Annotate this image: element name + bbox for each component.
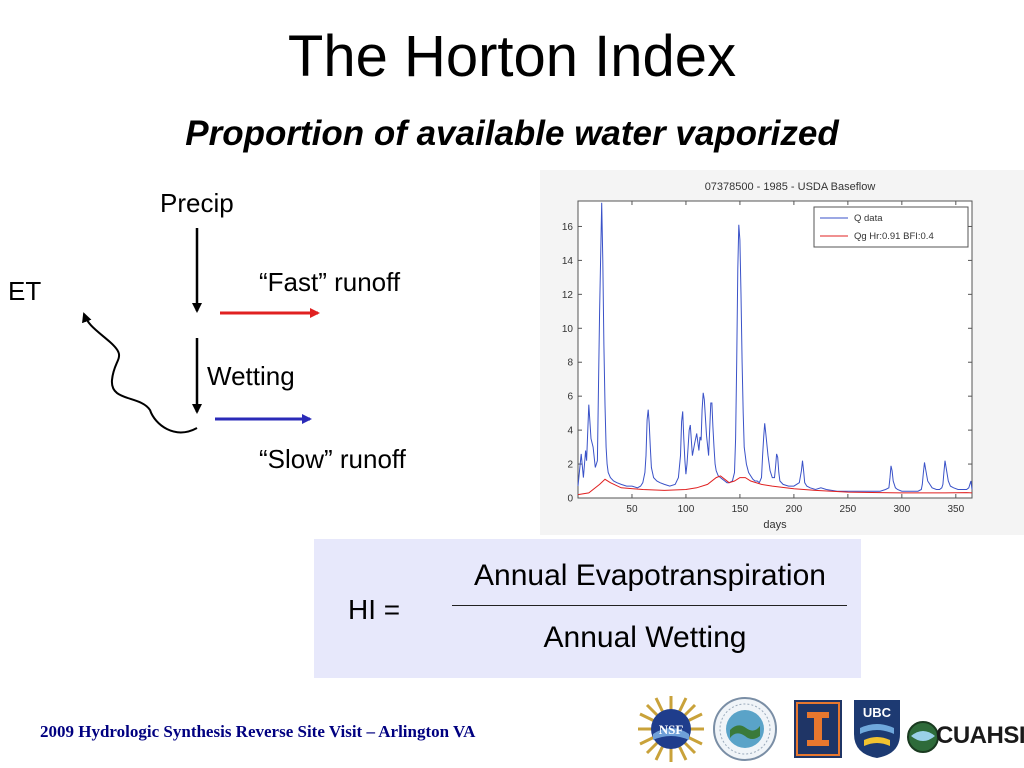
x-tick-label: 50 (626, 504, 638, 515)
x-tick-label: 150 (732, 504, 749, 515)
legend-box (813, 206, 969, 248)
y-tick-label: 8 (567, 358, 573, 369)
cuahsi-icon (907, 721, 939, 753)
plot-area (577, 200, 973, 499)
slow-runoff-label: “Slow” runoff (259, 444, 406, 474)
water-balance-diagram (82, 228, 320, 434)
y-tick-label: 16 (562, 222, 574, 233)
series-line-q-data (577, 202, 973, 492)
x-tick-label: 350 (947, 504, 964, 515)
y-tick-label: 12 (562, 290, 574, 301)
formula-denominator: Annual Wetting (543, 621, 747, 654)
chart-legend: Q data Qg Hr:0.91 BFI:0.4 (813, 206, 969, 248)
horton-index-formula: HI = Annual Evapotranspiration Annual We… (314, 539, 861, 678)
legend-label-q-data: Q data (854, 213, 883, 224)
cuahsi-logo-text: CUAHSI (936, 722, 1024, 749)
illinois-logo (794, 700, 842, 758)
y-tick-label: 0 (567, 494, 573, 505)
footer-text: 2009 Hydrologic Synthesis Reverse Site V… (40, 722, 476, 741)
fraction-bar (452, 605, 847, 606)
nsf-logo-text: NSF (659, 722, 684, 737)
legend-label-qg: Qg Hr:0.91 BFI:0.4 (854, 231, 934, 242)
slide-title: The Horton Index (287, 24, 737, 89)
wetting-label: Wetting (207, 361, 295, 391)
y-tick-label: 14 (562, 256, 574, 267)
y-tick-label: 6 (567, 392, 573, 403)
x-tick-label: 300 (893, 504, 910, 515)
x-tick-label: 200 (786, 504, 803, 515)
hydrograph-chart: 07378500 - 1985 - USDA Baseflow 0 2 4 6 8 10 1… (540, 170, 1024, 535)
fast-runoff-label: “Fast” runoff (259, 267, 401, 297)
slide-subtitle: Proportion of available water vaporized (185, 114, 839, 153)
x-tick-label: 100 (678, 504, 695, 515)
nsf-logo: NSF (638, 696, 704, 762)
et-label: ET (8, 276, 42, 306)
series-group (577, 202, 973, 496)
precip-label: Precip (160, 188, 234, 218)
x-axis-label: days (763, 519, 787, 531)
y-axis: 0 2 4 6 8 10 12 14 16 (562, 222, 972, 505)
ubc-logo: UBC (854, 700, 900, 758)
pub-logo (713, 697, 777, 761)
formula-lhs: HI = (348, 594, 401, 625)
y-tick-label: 4 (567, 426, 573, 437)
logo-strip: NSF UBC CUAHSI (630, 690, 1024, 768)
ubc-logo-text: UBC (863, 705, 892, 720)
x-tick-label: 250 (840, 504, 857, 515)
chart-title: 07378500 - 1985 - USDA Baseflow (705, 181, 876, 193)
series-line-qg (577, 475, 973, 496)
x-axis: 50 100 150 200 250 300 350 (626, 201, 965, 515)
formula-numerator: Annual Evapotranspiration (474, 559, 826, 592)
y-tick-label: 2 (567, 460, 573, 471)
et-wavy-arrow (82, 312, 198, 434)
y-tick-label: 10 (562, 324, 574, 335)
